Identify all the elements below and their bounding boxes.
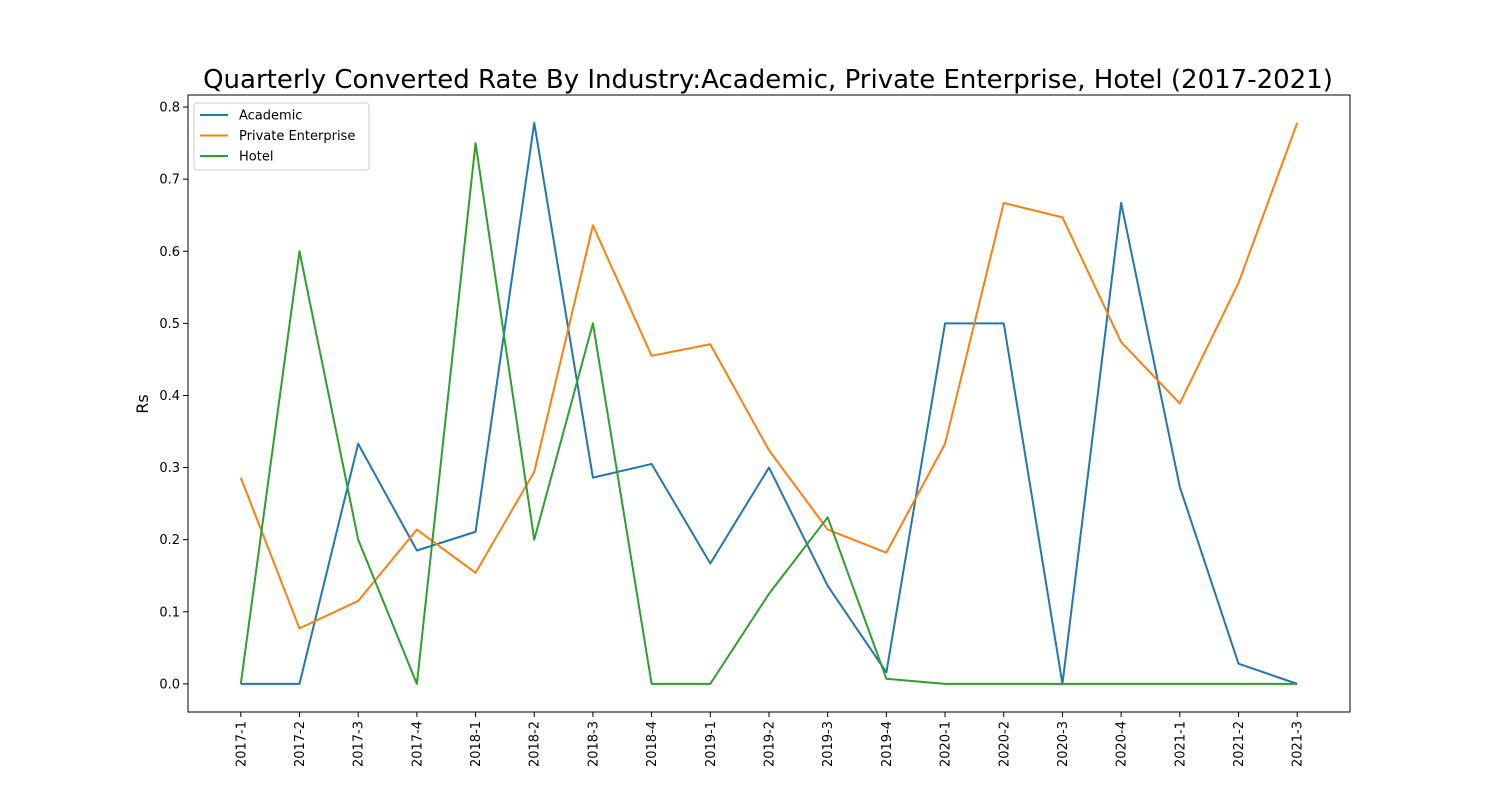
- x-tick-label: 2017-2: [293, 721, 308, 767]
- y-tick-label: 0.8: [159, 101, 180, 116]
- x-tick-label: 2021-2: [1232, 721, 1247, 767]
- x-tick-label: 2017-4: [410, 721, 425, 767]
- y-tick-label: 0.1: [159, 605, 180, 620]
- legend-label: Academic: [239, 109, 302, 124]
- series-layer: [239, 121, 1299, 685]
- chart-title: Quarterly Converted Rate By Industry:Aca…: [203, 65, 1333, 95]
- y-tick-label: 0.5: [159, 317, 180, 332]
- y-tick-label: 0.0: [159, 677, 180, 692]
- x-tick-label: 2018-2: [528, 721, 543, 767]
- series-line-private-enterprise: [239, 122, 1299, 630]
- y-tick-label: 0.2: [159, 533, 180, 548]
- legend-box: [193, 102, 370, 171]
- x-tick-label: 2021-3: [1291, 721, 1306, 767]
- x-tick-label: 2020-1: [939, 721, 954, 767]
- series-line-hotel: [239, 142, 1298, 685]
- plot-area-frame: [187, 94, 1351, 713]
- y-tick-label: 0.3: [159, 461, 180, 476]
- x-tick-label: 2018-4: [645, 721, 660, 767]
- y-axis-label: Rs: [133, 394, 152, 413]
- y-tick-label: 0.7: [159, 173, 180, 188]
- x-tick-label: 2020-3: [1056, 721, 1071, 767]
- x-tick-label: 2021-1: [1173, 721, 1188, 767]
- y-tick-label: 0.6: [159, 245, 180, 260]
- x-tick-label: 2019-4: [880, 721, 895, 767]
- x-tick-label: 2020-2: [997, 721, 1012, 767]
- x-tick-label: 2018-3: [586, 721, 601, 767]
- series-line-academic: [240, 121, 1298, 685]
- x-tick-label: 2019-2: [763, 721, 778, 767]
- legend-label: Hotel: [239, 150, 273, 165]
- y-tick-label: 0.4: [159, 389, 180, 404]
- legend: Academic Private Enterprise Hotel: [193, 102, 370, 171]
- x-tick-label: 2017-1: [234, 721, 249, 767]
- x-tick-label: 2018-1: [469, 721, 484, 767]
- x-tick-label: 2017-3: [352, 721, 367, 767]
- y-axis-ticks: 0.0 0.1 0.2 0.3 0.4 0.5 0.6 0.7 0.8: [159, 101, 188, 692]
- legend-label: Private Enterprise: [239, 129, 355, 144]
- x-tick-label: 2019-1: [704, 721, 719, 767]
- x-tick-label: 2019-3: [821, 721, 836, 767]
- x-tick-label: 2020-4: [1115, 721, 1130, 767]
- x-axis-ticks: 2017-1 2017-2 2017-3 2017-4 2018-1 2018-2 2018…: [234, 712, 1306, 767]
